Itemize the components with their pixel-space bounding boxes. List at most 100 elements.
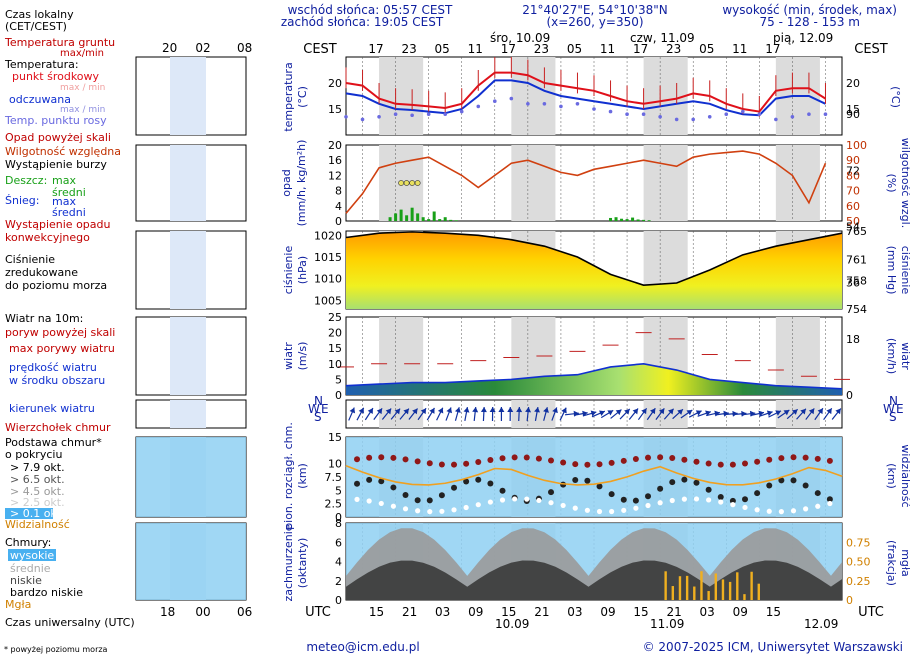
cloud-low-dot bbox=[754, 507, 760, 513]
temp-tick-left: 20 bbox=[328, 77, 342, 90]
fog-axis-title: mgła bbox=[899, 549, 910, 577]
cloud-low-dot bbox=[536, 497, 542, 504]
cloud-top-dot bbox=[778, 455, 785, 462]
wind-arrow bbox=[796, 408, 807, 420]
wind-arrow bbox=[399, 408, 410, 420]
cover-tick-left: 6 bbox=[335, 536, 342, 549]
wind-arrow-head bbox=[766, 410, 773, 417]
top-hour-tick: 05 bbox=[699, 42, 714, 56]
dew-point-dot bbox=[674, 117, 679, 122]
dew-point-dot bbox=[526, 102, 530, 106]
dew-point-dot bbox=[360, 117, 365, 122]
fog-bar bbox=[750, 571, 753, 600]
cloud-low-dot bbox=[609, 508, 615, 515]
wind-arrow-head bbox=[658, 408, 665, 415]
legend-okt2: > 6.5 okt. bbox=[10, 473, 65, 486]
legend-perceived-sub: max / min bbox=[60, 105, 105, 115]
wind-tick-right: 90 bbox=[846, 108, 860, 121]
footer-email[interactable]: meteo@icm.edu.pl bbox=[306, 640, 419, 654]
temp-axis-title: temperatura bbox=[282, 62, 295, 131]
humidity-line bbox=[345, 150, 827, 214]
cloud-base-dot bbox=[390, 484, 397, 491]
wind-arrow bbox=[507, 406, 514, 422]
utc-right: UTC bbox=[858, 605, 884, 620]
precip-bar bbox=[443, 217, 447, 221]
dew-point-dot bbox=[625, 112, 629, 116]
pressure-tick-right: 758 bbox=[846, 275, 867, 288]
wind-arrow bbox=[426, 407, 435, 421]
cloud-base-dot bbox=[426, 497, 433, 504]
legend-local-hour-3: 08 bbox=[237, 41, 252, 55]
legend-night-wind bbox=[170, 317, 206, 395]
wind-tick-right: 36 bbox=[846, 277, 860, 290]
cloud-low-dot bbox=[378, 500, 384, 507]
day-top-3: pią, 12.09 bbox=[773, 31, 833, 45]
top-hour-tick: 05 bbox=[435, 42, 450, 56]
cover-low-area bbox=[346, 560, 842, 600]
cloud-low-dot bbox=[439, 508, 445, 514]
legend-pressure3: do poziomu morza bbox=[5, 279, 107, 292]
wind-tick-left: 10 bbox=[328, 358, 342, 371]
wind-arrow bbox=[831, 408, 842, 420]
fog-axis-unit: (frakcja) bbox=[885, 540, 898, 586]
storm-marker bbox=[398, 180, 405, 186]
night-shade-prec-2 bbox=[643, 145, 688, 221]
legend-utc-hour-2: 00 bbox=[195, 605, 210, 619]
cloud-top-dot bbox=[535, 455, 542, 462]
cover-tick-left: 2 bbox=[335, 575, 342, 588]
wind-arrow-head bbox=[463, 407, 470, 413]
wind-arrow bbox=[525, 406, 532, 422]
compass-n-right: N bbox=[889, 394, 898, 408]
wind-arrow bbox=[805, 408, 815, 420]
cloud-top-dot bbox=[438, 461, 445, 468]
precip-bar bbox=[636, 219, 640, 221]
precip-axis-title: opad bbox=[280, 169, 293, 196]
altitude-values: 75 - 128 - 153 m bbox=[760, 15, 861, 29]
fog-bar bbox=[743, 594, 746, 600]
wind-arrow-head bbox=[677, 409, 683, 415]
wind-arrow-head bbox=[582, 410, 588, 417]
dew-point-dot bbox=[344, 115, 348, 119]
cloud-axis-title: pion. rozciągł. chm. bbox=[282, 422, 295, 530]
precip-bar bbox=[625, 219, 629, 221]
precip-bar bbox=[416, 213, 420, 221]
wind-axis-title: wiatr bbox=[282, 342, 295, 370]
cloud-tick-left: 7.5 bbox=[325, 471, 343, 484]
wind-arrow-head bbox=[650, 408, 656, 415]
humidity-tick: 60 bbox=[846, 200, 860, 213]
bottom-hour-tick: 15 bbox=[369, 605, 384, 619]
day-bottom-3: 12.09 bbox=[804, 617, 838, 631]
temp-tick-left: 15 bbox=[328, 103, 342, 116]
dew-point-dot bbox=[691, 117, 695, 122]
legend-utc-hour-1: 18 bbox=[160, 605, 175, 619]
cover-axis-unit: (oktanty) bbox=[296, 538, 309, 589]
wind-arrow bbox=[356, 407, 365, 421]
okt5-highlight bbox=[5, 508, 53, 519]
legend-okt5: > 0.1 okt. bbox=[10, 507, 65, 520]
cloud-low-dot bbox=[633, 505, 639, 511]
cloud-base-dot bbox=[681, 476, 688, 483]
compass-s-left: S bbox=[314, 410, 322, 424]
cloud-top-dot bbox=[754, 458, 761, 465]
cloud-top-dot bbox=[451, 461, 458, 468]
legend-clouds: Chmury: bbox=[5, 536, 51, 549]
cloud-base-dot bbox=[657, 485, 664, 492]
cloud-low-dot bbox=[645, 502, 651, 509]
wind-arrow-head bbox=[590, 410, 597, 417]
humidity-tick: 100 bbox=[846, 139, 867, 152]
cloud-low-dot bbox=[669, 497, 675, 504]
cover-axis-title: zachmurzenie bbox=[282, 524, 295, 601]
cloud-low-dot bbox=[499, 497, 506, 503]
cloud-top-dot bbox=[584, 461, 591, 468]
precip-bar bbox=[405, 215, 409, 221]
legend-low: niskie bbox=[10, 574, 42, 587]
wind-arrow bbox=[663, 408, 675, 420]
legend-cloud-base: Podstawa chmur* bbox=[5, 436, 102, 449]
cloud-base-dot bbox=[596, 483, 603, 490]
fog-tick-right: 0.50 bbox=[846, 556, 871, 569]
wind-arrow bbox=[680, 409, 693, 419]
fog-bar bbox=[721, 579, 725, 600]
fog-bar bbox=[757, 583, 760, 600]
cloud-top-dot bbox=[463, 460, 470, 467]
pressure-tick-left: 1005 bbox=[314, 294, 342, 307]
